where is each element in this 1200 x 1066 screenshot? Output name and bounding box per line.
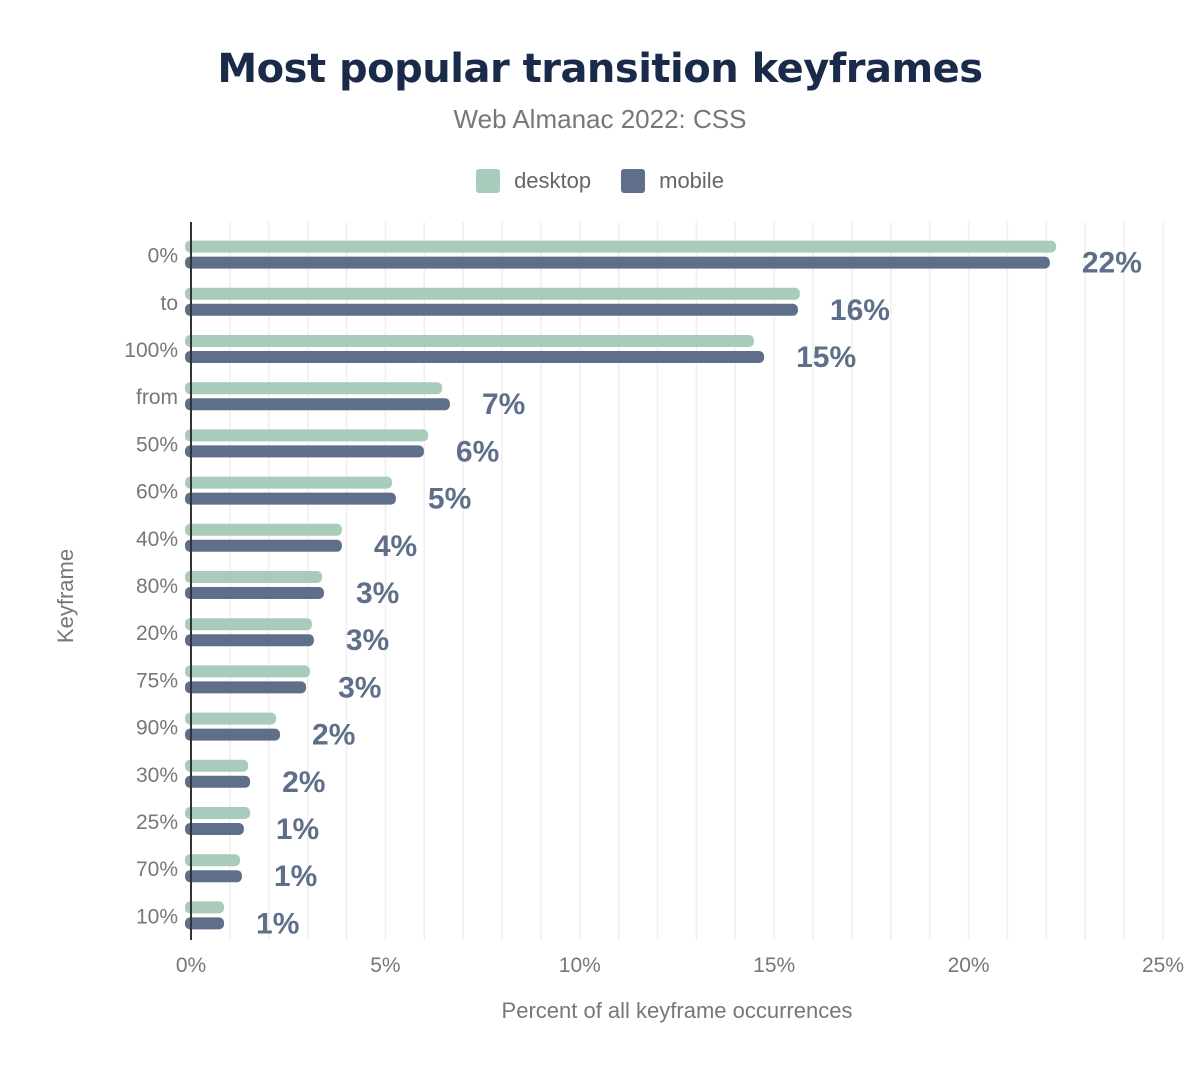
data-label: 2% [312,719,355,752]
y-tick-label: 70% [136,858,178,881]
bar-mobile [185,351,765,363]
bar-mobile [185,398,450,411]
x-tick-label: 25% [1142,954,1184,977]
legend-label-desktop: desktop [514,168,592,193]
data-label: 7% [482,388,525,421]
bar-mobile [185,917,225,930]
data-label: 5% [428,483,471,516]
y-axis-title: Keyframe [53,549,78,643]
x-axis-title: Percent of all keyframe occurrences [502,998,853,1023]
bar-desktop [185,287,800,300]
bar-mobile [185,634,314,647]
y-tick-label: from [136,386,178,409]
bar-mobile [185,775,251,788]
bar-desktop [185,429,429,442]
data-label: 1% [274,860,317,893]
bar-desktop [185,712,277,725]
y-tick-label: to [160,292,178,315]
bar-mobile [185,256,1050,269]
bar-desktop [185,901,225,914]
y-tick-label: 60% [136,481,178,504]
y-tick-label: 25% [136,811,178,834]
data-label: 2% [282,766,325,799]
legend-item-desktop[interactable]: desktop [476,168,591,194]
legend-swatch-desktop [476,169,501,193]
bar-desktop [185,665,310,678]
bar-desktop [185,571,323,583]
bar-desktop [185,240,1057,253]
x-tick-label: 5% [370,954,400,977]
y-tick-label: 10% [136,905,178,928]
x-tick-label: 15% [753,954,795,977]
bar-desktop [185,854,240,867]
data-label: 4% [374,530,417,563]
bar-mobile [185,870,242,883]
y-tick-label: 50% [136,433,178,456]
bar-mobile [185,681,307,694]
y-tick-label: 100% [124,339,178,362]
y-tick-label: 0% [148,245,178,268]
bar-desktop [185,807,251,819]
data-label: 15% [796,341,856,374]
chart-subtitle: Web Almanac 2022: CSS [453,104,747,134]
x-tick-label: 20% [948,954,990,977]
bar-mobile [185,728,281,741]
y-tick-label: 40% [136,528,178,551]
data-label: 1% [256,907,299,940]
bar-mobile [185,303,798,316]
bar-desktop [185,523,342,536]
legend-item-mobile[interactable]: mobile [621,168,724,194]
x-tick-label: 10% [559,954,601,977]
chart-title: Most popular transition keyframes [217,46,983,92]
data-label: 3% [346,624,389,657]
y-tick-label: 80% [136,575,178,598]
bar-desktop [185,382,443,395]
legend-label-mobile: mobile [659,168,724,193]
y-tick-label: 30% [136,764,178,787]
y-tick-label: 20% [136,622,178,645]
bar-desktop [185,476,393,489]
bar-mobile [185,587,324,599]
data-label: 1% [276,813,319,846]
bar-desktop [185,618,312,631]
bar-mobile [185,445,424,458]
bar-desktop [185,335,754,347]
legend: desktop mobile [0,168,1200,194]
y-tick-label: 90% [136,717,178,740]
data-label: 3% [356,577,399,610]
data-label: 3% [338,671,381,704]
data-label: 6% [456,435,499,468]
bar-desktop [185,759,249,772]
bar-mobile [185,492,396,505]
bar-mobile [185,539,342,552]
y-tick-label: 75% [136,669,178,692]
data-label: 16% [830,294,890,327]
x-tick-label: 0% [176,954,206,977]
data-label: 22% [1082,247,1142,280]
bar-mobile [185,823,244,835]
legend-swatch-mobile [621,169,646,193]
